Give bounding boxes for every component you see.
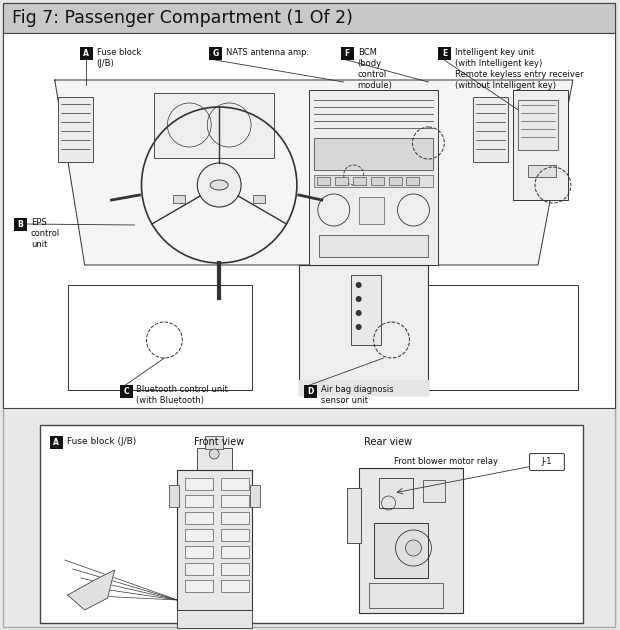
Bar (351, 275, 381, 345)
Text: Fuse block
(J/B): Fuse block (J/B) (97, 48, 141, 68)
Text: Fig 7: Passenger Compartment (1 Of 2): Fig 7: Passenger Compartment (1 Of 2) (12, 9, 353, 27)
Bar (177, 470, 252, 610)
Bar (250, 485, 260, 507)
Bar (68, 285, 252, 390)
Bar (177, 610, 252, 628)
Bar (209, 47, 222, 60)
Bar (221, 580, 249, 592)
Polygon shape (299, 380, 428, 395)
Bar (341, 47, 353, 60)
Circle shape (405, 540, 422, 556)
Bar (185, 495, 213, 507)
Bar (528, 165, 556, 177)
Bar (423, 480, 445, 502)
Bar (40, 425, 583, 623)
Bar (299, 265, 428, 395)
Bar (314, 175, 433, 187)
Bar (221, 529, 249, 541)
FancyBboxPatch shape (529, 454, 564, 471)
Text: Air bag diagnosis
sensor unit: Air bag diagnosis sensor unit (321, 385, 394, 405)
Bar (438, 47, 451, 60)
Text: Fuse block (J/B): Fuse block (J/B) (67, 437, 136, 447)
Bar (253, 195, 265, 203)
Text: BCM
(body
control
module): BCM (body control module) (358, 48, 392, 90)
Text: Front blower motor relay: Front blower motor relay (394, 457, 497, 466)
Bar (358, 468, 463, 613)
Bar (513, 90, 568, 200)
Bar (309, 90, 438, 265)
Bar (221, 512, 249, 524)
Bar (50, 436, 63, 449)
Bar (304, 385, 317, 398)
Circle shape (209, 449, 219, 459)
Bar (358, 197, 384, 224)
Bar (314, 138, 433, 170)
Text: E: E (442, 49, 448, 58)
Bar (185, 546, 213, 558)
Text: A: A (83, 49, 89, 58)
Bar (3, 33, 614, 408)
Polygon shape (55, 80, 573, 265)
Bar (185, 529, 213, 541)
Bar (197, 448, 232, 470)
Bar (185, 580, 213, 592)
Bar (389, 177, 402, 185)
Bar (371, 177, 384, 185)
Polygon shape (68, 570, 115, 610)
Ellipse shape (210, 180, 228, 190)
Bar (335, 177, 348, 185)
Bar (169, 485, 179, 507)
Bar (174, 195, 185, 203)
Text: EPS
control
unit: EPS control unit (31, 218, 60, 249)
Text: F: F (345, 49, 350, 58)
Bar (58, 97, 92, 162)
Bar (221, 563, 249, 575)
Text: NATS antenna amp.: NATS antenna amp. (226, 48, 309, 57)
Bar (185, 563, 213, 575)
Bar (3, 3, 614, 33)
Bar (364, 285, 578, 390)
Bar (221, 546, 249, 558)
Bar (185, 478, 213, 490)
Bar (518, 100, 558, 150)
Bar (374, 523, 428, 578)
Text: Intelligent key unit
(with Intelligent key)
Remote keyless entry receiver
(witho: Intelligent key unit (with Intelligent k… (455, 48, 584, 90)
Text: C: C (123, 387, 129, 396)
Bar (347, 488, 361, 543)
Bar (317, 177, 330, 185)
Text: J-1: J-1 (542, 457, 552, 466)
Circle shape (197, 163, 241, 207)
Text: B: B (17, 220, 24, 229)
Bar (407, 177, 420, 185)
Bar (473, 97, 508, 162)
Bar (353, 177, 366, 185)
Circle shape (356, 282, 361, 288)
Bar (319, 235, 428, 257)
Circle shape (356, 310, 361, 316)
Bar (80, 47, 92, 60)
Text: Front view: Front view (194, 437, 244, 447)
Bar (221, 478, 249, 490)
Bar (185, 512, 213, 524)
Bar (14, 218, 27, 231)
Text: Bluetooth control unit
(with Bluetooth): Bluetooth control unit (with Bluetooth) (136, 385, 228, 405)
Bar (205, 436, 223, 449)
Bar (379, 478, 414, 508)
Bar (120, 385, 133, 398)
Bar (154, 93, 274, 158)
Circle shape (356, 296, 361, 302)
Circle shape (356, 324, 361, 330)
Text: Rear view: Rear view (364, 437, 412, 447)
Text: D: D (307, 387, 314, 396)
Text: A: A (53, 438, 60, 447)
Text: G: G (213, 49, 219, 58)
Bar (221, 495, 249, 507)
Bar (369, 583, 443, 608)
